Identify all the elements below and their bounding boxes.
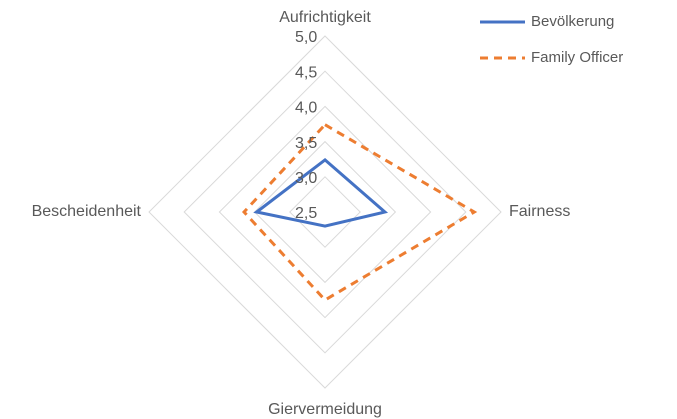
- grid-ring: [253, 140, 397, 284]
- legend-label: Family Officer: [531, 49, 623, 66]
- category-label: Aufrichtigkeit: [279, 9, 371, 26]
- radial-tick-label: 2,5: [295, 205, 317, 222]
- series-line: [241, 122, 478, 302]
- category-label: Giervermeidung: [268, 401, 382, 418]
- radial-tick-label: 3,0: [295, 170, 317, 187]
- category-label: Bescheidenheit: [32, 203, 142, 220]
- radial-tick-label: 3,5: [295, 135, 317, 152]
- radial-tick-label: 4,0: [295, 100, 317, 117]
- grid-ring: [183, 70, 467, 354]
- legend-label: Bevölkerung: [531, 13, 614, 30]
- grid-ring: [218, 105, 432, 319]
- grid-ring: [289, 176, 361, 248]
- series-line: [253, 157, 389, 228]
- radial-tick-label: 5,0: [295, 29, 317, 46]
- grid-ring: [148, 35, 502, 389]
- category-label: Fairness: [509, 203, 570, 220]
- radial-tick-label: 4,5: [295, 64, 317, 81]
